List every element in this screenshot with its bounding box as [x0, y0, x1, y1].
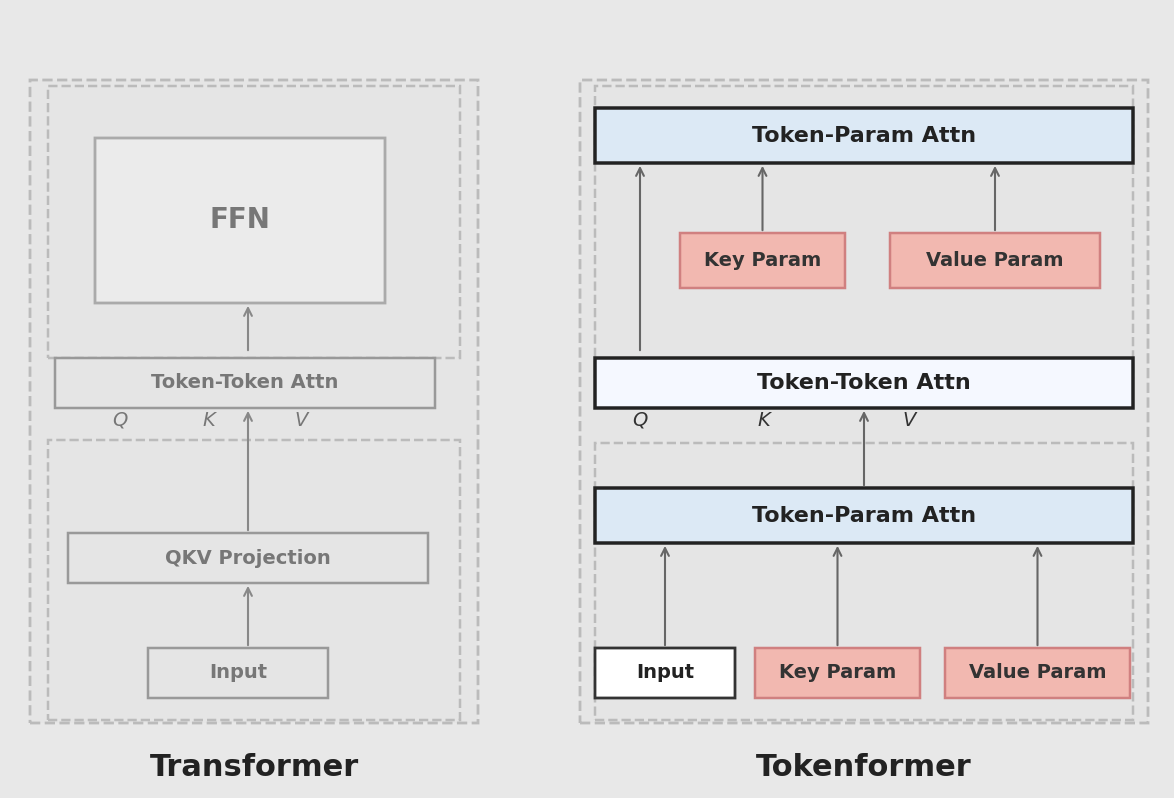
Text: Token-Param Attn: Token-Param Attn [751, 125, 976, 145]
Text: $\it{K}$: $\it{K}$ [202, 410, 218, 429]
FancyBboxPatch shape [945, 648, 1131, 698]
FancyBboxPatch shape [595, 488, 1133, 543]
Text: Token-Token Attn: Token-Token Attn [151, 373, 338, 393]
Text: $\it{V}$: $\it{V}$ [294, 410, 310, 429]
FancyBboxPatch shape [680, 233, 845, 288]
FancyBboxPatch shape [68, 533, 429, 583]
Text: Value Param: Value Param [969, 663, 1106, 682]
FancyBboxPatch shape [595, 108, 1133, 163]
FancyBboxPatch shape [95, 138, 385, 303]
Text: Token-Param Attn: Token-Param Attn [751, 505, 976, 526]
FancyBboxPatch shape [148, 648, 328, 698]
Text: Tokenformer: Tokenformer [756, 753, 972, 783]
FancyBboxPatch shape [580, 80, 1148, 723]
Text: Input: Input [636, 663, 694, 682]
Text: FFN: FFN [210, 207, 270, 235]
FancyBboxPatch shape [595, 358, 1133, 408]
Text: Key Param: Key Param [704, 251, 821, 270]
FancyBboxPatch shape [595, 648, 735, 698]
FancyBboxPatch shape [48, 440, 460, 720]
Text: QKV Projection: QKV Projection [166, 548, 331, 567]
FancyBboxPatch shape [48, 86, 460, 358]
FancyBboxPatch shape [31, 80, 478, 723]
Text: $\it{K}$: $\it{K}$ [757, 410, 772, 429]
FancyBboxPatch shape [755, 648, 920, 698]
Text: $\it{V}$: $\it{V}$ [902, 410, 918, 429]
Text: Input: Input [209, 663, 266, 682]
FancyBboxPatch shape [55, 358, 436, 408]
Text: Value Param: Value Param [926, 251, 1064, 270]
Text: $\it{Q}$: $\it{Q}$ [112, 410, 128, 430]
Text: Key Param: Key Param [778, 663, 896, 682]
Text: Transformer: Transformer [149, 753, 358, 783]
FancyBboxPatch shape [595, 86, 1133, 378]
Text: Token-Token Attn: Token-Token Attn [757, 373, 971, 393]
FancyBboxPatch shape [890, 233, 1100, 288]
Text: $\it{Q}$: $\it{Q}$ [632, 410, 648, 430]
FancyBboxPatch shape [595, 443, 1133, 720]
